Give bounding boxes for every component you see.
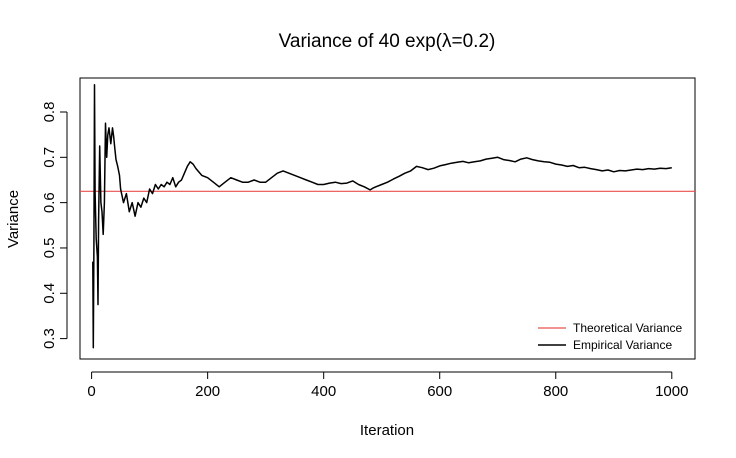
x-tick-label: 800 [543,383,568,400]
plot-frame [79,77,696,360]
y-tick-label: 0.5 [41,238,58,259]
x-tick-label: 400 [311,383,336,400]
y-tick-label: 0.6 [41,192,58,213]
chart-title: Variance of 40 exp(λ=0.2) [279,31,496,52]
y-tick-label: 0.7 [41,147,58,168]
legend-label-theoretical-variance: Theoretical Variance [573,321,682,335]
x-tick-label: 200 [195,383,220,400]
x-tick-label: 1000 [655,383,688,400]
x-tick-label: 0 [87,383,95,400]
empirical-variance-line [92,84,672,349]
y-axis-title: Variance [5,190,22,248]
plot-area [80,84,695,349]
x-tick-label: 600 [427,383,452,400]
x-axis: 0 200 400 600 800 1000 [87,371,688,400]
y-tick-label: 0.3 [41,328,58,349]
y-tick-label: 0.8 [41,102,58,123]
y-axis: 0.3 0.4 0.5 0.6 0.7 0.8 [41,102,68,349]
y-tick-label: 0.4 [41,283,58,304]
legend-label-empirical-variance: Empirical Variance [573,338,672,352]
legend: Theoretical Variance Empirical Variance [538,321,682,352]
x-axis-title: Iteration [360,422,414,439]
